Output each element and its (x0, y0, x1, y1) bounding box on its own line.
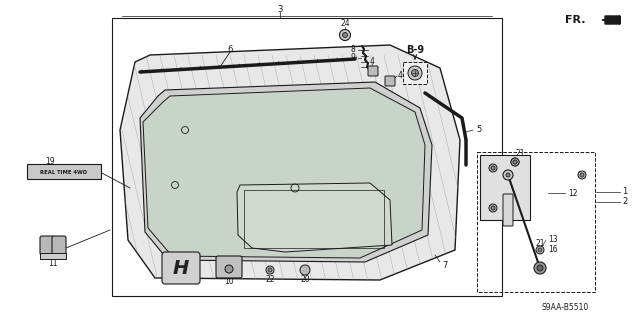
Circle shape (489, 204, 497, 212)
Text: 12: 12 (568, 189, 577, 197)
Text: 10: 10 (224, 278, 234, 286)
Circle shape (342, 33, 348, 38)
Bar (477, 152, 595, 292)
Polygon shape (237, 183, 392, 252)
Circle shape (300, 265, 310, 275)
FancyBboxPatch shape (503, 194, 513, 226)
Circle shape (511, 158, 519, 166)
FancyBboxPatch shape (40, 236, 54, 255)
FancyBboxPatch shape (403, 62, 427, 84)
Text: H: H (173, 258, 189, 278)
Text: FR.: FR. (564, 15, 585, 25)
Text: 6: 6 (227, 44, 233, 54)
Circle shape (513, 160, 517, 164)
Text: 18: 18 (176, 277, 186, 286)
Circle shape (412, 70, 419, 77)
FancyBboxPatch shape (216, 256, 242, 278)
Circle shape (339, 29, 351, 41)
Polygon shape (605, 16, 620, 24)
Circle shape (580, 173, 584, 177)
Text: 13: 13 (548, 235, 557, 244)
Text: 9: 9 (350, 54, 355, 63)
Circle shape (513, 160, 517, 164)
FancyBboxPatch shape (368, 66, 378, 76)
Text: 23: 23 (484, 158, 493, 167)
FancyBboxPatch shape (480, 155, 530, 220)
Text: 3: 3 (277, 4, 283, 13)
Text: 14: 14 (499, 177, 509, 187)
Text: 21: 21 (498, 158, 508, 167)
Circle shape (511, 158, 519, 166)
Text: 21: 21 (515, 150, 525, 159)
Circle shape (268, 268, 272, 272)
Circle shape (537, 265, 543, 271)
Text: 16: 16 (548, 246, 557, 255)
Text: 4: 4 (397, 71, 403, 80)
Text: 21: 21 (577, 170, 587, 180)
Text: 5: 5 (476, 125, 481, 135)
Circle shape (534, 262, 546, 274)
Bar (40, 253, 66, 259)
Circle shape (491, 206, 495, 210)
Circle shape (503, 170, 513, 180)
Circle shape (491, 166, 495, 170)
FancyBboxPatch shape (385, 76, 395, 86)
Bar (112, 18, 502, 296)
Polygon shape (120, 45, 460, 280)
Circle shape (225, 265, 233, 273)
Circle shape (506, 173, 510, 177)
Text: B-9: B-9 (406, 45, 424, 55)
Text: 4: 4 (369, 57, 374, 66)
Text: 11: 11 (48, 258, 58, 268)
Circle shape (408, 66, 422, 80)
Polygon shape (143, 88, 425, 258)
FancyBboxPatch shape (27, 164, 101, 179)
Circle shape (536, 246, 544, 254)
Text: REAL TIME 4WD: REAL TIME 4WD (40, 169, 88, 174)
Circle shape (489, 164, 497, 172)
Text: 21: 21 (535, 239, 545, 248)
Text: 22: 22 (265, 276, 275, 285)
Circle shape (538, 248, 542, 252)
Text: 20: 20 (300, 276, 310, 285)
Text: 2: 2 (622, 197, 627, 206)
Text: S9AA-B5510: S9AA-B5510 (541, 302, 589, 311)
Text: 8: 8 (350, 46, 355, 55)
Text: 24: 24 (340, 19, 350, 28)
Polygon shape (140, 82, 432, 262)
FancyBboxPatch shape (52, 236, 66, 255)
Text: 15: 15 (482, 211, 492, 220)
Text: 17: 17 (511, 188, 521, 197)
Text: 7: 7 (442, 262, 448, 271)
FancyBboxPatch shape (162, 252, 200, 284)
Text: 19: 19 (45, 158, 55, 167)
Text: 1: 1 (622, 188, 627, 197)
Circle shape (266, 266, 274, 274)
Circle shape (578, 171, 586, 179)
